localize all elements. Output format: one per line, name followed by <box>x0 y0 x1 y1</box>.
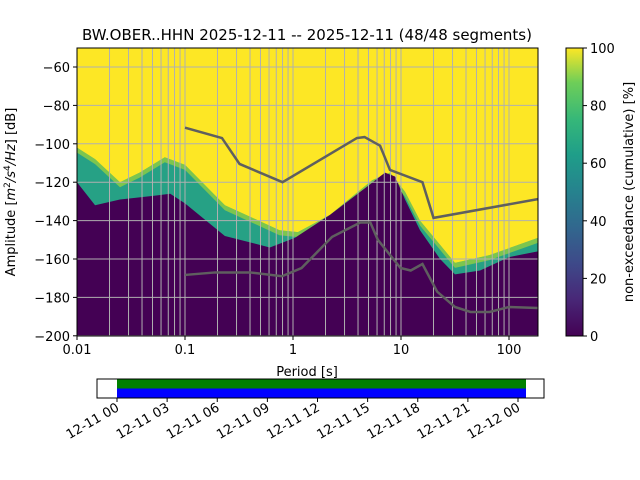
timeline-tick-label: 12-11 03 <box>114 400 172 442</box>
timeline-coverage-top <box>117 379 526 389</box>
colorbar <box>565 47 584 337</box>
nlnm-line <box>184 221 538 314</box>
y-tick-label: −200 <box>34 330 70 345</box>
timeline-tick-label: 12-11 06 <box>164 400 222 442</box>
y-tick-label: −100 <box>34 138 70 153</box>
x-tick-label: 10 <box>393 343 410 358</box>
colorbar-tick-label: 40 <box>590 215 607 230</box>
colorbar-tick-label: 80 <box>590 100 607 115</box>
zero-exceedance-area <box>77 172 538 336</box>
timeline-tick-label: 12-11 12 <box>264 400 322 442</box>
colorbar-tick-label: 100 <box>590 42 615 57</box>
chart-title: BW.OBER..HHN 2025-12-11 -- 2025-12-11 (4… <box>82 26 532 44</box>
timeline-tick-label: 12-11 00 <box>64 400 122 442</box>
y-tick-label: −180 <box>34 291 70 306</box>
timeline-tick-label: 12-12 00 <box>465 400 523 442</box>
timeline-coverage-bottom <box>117 388 526 398</box>
timeline-tick-label: 12-11 21 <box>415 400 473 442</box>
y-tick-label: −60 <box>43 61 70 76</box>
timeline-tick-label: 12-11 18 <box>365 400 423 442</box>
grid <box>77 48 538 336</box>
timeline-tick-label: 12-11 09 <box>214 400 272 442</box>
colorbar-tick-label: 0 <box>590 330 598 345</box>
x-axis-label: Period [s] <box>276 365 338 380</box>
colorbar-label: non-exceedance (cumulative) [%] <box>622 82 637 302</box>
y-tick-label: −120 <box>34 176 70 191</box>
y-tick-label: −80 <box>43 99 70 114</box>
transition-band-upper <box>77 147 538 268</box>
y-axis-label: Amplitude [m2/s4/Hz] [dB] <box>3 108 19 277</box>
x-tick-label: 1 <box>289 343 297 358</box>
x-tick-label: 0.1 <box>175 343 196 358</box>
colorbar-tick-label: 20 <box>590 272 607 287</box>
x-tick-label: 0.01 <box>63 343 92 358</box>
colorbar-tick-label: 60 <box>590 157 607 172</box>
y-tick-label: −160 <box>34 253 70 268</box>
timeline-tick-label: 12-11 15 <box>315 400 373 442</box>
y-tick-label: −140 <box>34 215 70 230</box>
x-tick-label: 100 <box>497 343 522 358</box>
plot-frame <box>76 47 539 337</box>
nhnm-line <box>184 126 538 220</box>
